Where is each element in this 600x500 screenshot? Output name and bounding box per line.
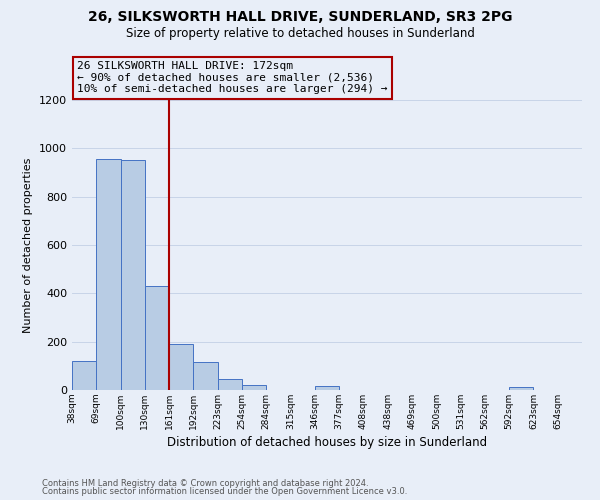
- Bar: [218, 378, 242, 390]
- Y-axis label: Number of detached properties: Number of detached properties: [23, 158, 34, 332]
- Bar: [72, 361, 96, 390]
- Bar: [509, 387, 533, 390]
- X-axis label: Distribution of detached houses by size in Sunderland: Distribution of detached houses by size …: [167, 436, 487, 449]
- Bar: [193, 362, 218, 390]
- Text: 26 SILKSWORTH HALL DRIVE: 172sqm
← 90% of detached houses are smaller (2,536)
10: 26 SILKSWORTH HALL DRIVE: 172sqm ← 90% o…: [77, 61, 388, 94]
- Bar: [169, 344, 193, 390]
- Bar: [315, 386, 339, 390]
- Text: Contains public sector information licensed under the Open Government Licence v3: Contains public sector information licen…: [42, 487, 407, 496]
- Bar: [121, 160, 145, 390]
- Bar: [242, 385, 266, 390]
- Bar: [145, 286, 169, 390]
- Text: 26, SILKSWORTH HALL DRIVE, SUNDERLAND, SR3 2PG: 26, SILKSWORTH HALL DRIVE, SUNDERLAND, S…: [88, 10, 512, 24]
- Text: Size of property relative to detached houses in Sunderland: Size of property relative to detached ho…: [125, 28, 475, 40]
- Text: Contains HM Land Registry data © Crown copyright and database right 2024.: Contains HM Land Registry data © Crown c…: [42, 478, 368, 488]
- Bar: [96, 159, 121, 390]
